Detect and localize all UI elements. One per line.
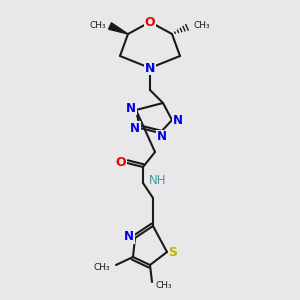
Text: CH₃: CH₃	[89, 20, 106, 29]
Polygon shape	[109, 23, 128, 34]
Text: O: O	[116, 157, 126, 169]
Text: O: O	[145, 16, 155, 28]
Text: CH₃: CH₃	[93, 263, 110, 272]
Text: N: N	[130, 122, 140, 134]
Text: NH: NH	[149, 175, 167, 188]
Text: S: S	[169, 245, 178, 259]
Text: CH₃: CH₃	[194, 20, 211, 29]
Text: N: N	[126, 101, 136, 115]
Text: N: N	[157, 130, 167, 143]
Text: N: N	[145, 61, 155, 74]
Text: N: N	[124, 230, 134, 244]
Text: N: N	[173, 113, 183, 127]
Text: CH₃: CH₃	[156, 281, 172, 290]
